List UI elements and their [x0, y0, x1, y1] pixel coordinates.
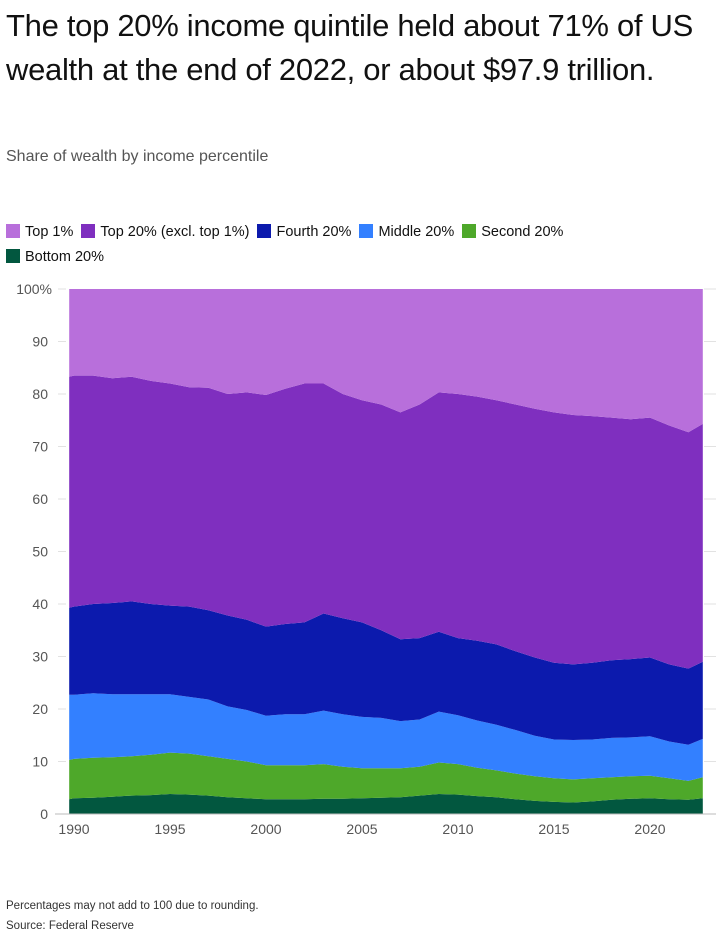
legend-label: Top 20% (excl. top 1%): [100, 224, 250, 240]
y-tick-label: 20: [32, 701, 48, 717]
area-bottom-20: [69, 794, 703, 814]
x-tick-label: 2000: [250, 821, 281, 837]
y-tick-label: 40: [32, 596, 48, 612]
legend-swatch: [81, 224, 96, 238]
stacked-area-chart: 0 10 20 30 40 50 60 70 80 90 100% 1990 1995 2000 2005 2…: [16, 281, 716, 837]
source: Source: Federal Reserve: [6, 920, 134, 932]
area-middle-20: [69, 693, 703, 781]
area-top-20-excl-top-1: [69, 375, 703, 669]
y-tick-label: 50: [32, 544, 48, 560]
legend-swatch: [6, 249, 20, 263]
legend-item: Fourth 20%: [257, 220, 351, 245]
legend-label: Middle 20%: [378, 224, 455, 240]
legend-swatch: [462, 224, 477, 238]
y-tick-label: 30: [32, 649, 48, 665]
area-top-1: [69, 289, 703, 433]
legend-swatch: [257, 224, 272, 238]
x-tick-label: 2020: [634, 821, 665, 837]
x-tick-label: 1995: [154, 821, 185, 837]
y-tick-label: 70: [32, 439, 48, 455]
footnote: Percentages may not add to 100 due to ro…: [6, 900, 259, 912]
legend-item: Second 20%: [462, 220, 563, 245]
legend: Top 1% Top 20% (excl. top 1%) Fourth 20% Mi…: [6, 220, 646, 270]
legend-item: Top 1%: [6, 220, 73, 245]
y-tick-label: 0: [40, 806, 48, 822]
x-tick-label: 2015: [538, 821, 569, 837]
y-tick-label: 60: [32, 491, 48, 507]
y-tick-label: 10: [32, 754, 48, 770]
y-tick-label: 90: [32, 334, 48, 350]
area-fourth-20: [69, 601, 703, 745]
legend-item: Top 20% (excl. top 1%): [81, 220, 249, 245]
chart-subtitle: Share of wealth by income percentile: [6, 148, 269, 165]
legend-label: Bottom 20%: [25, 249, 104, 265]
legend-label: Fourth 20%: [276, 224, 352, 240]
x-tick-label: 2010: [442, 821, 473, 837]
y-tick-label: 100%: [16, 281, 52, 297]
x-tick-label: 2005: [346, 821, 377, 837]
legend-swatch: [6, 224, 20, 238]
legend-item: Middle 20%: [359, 220, 454, 245]
area-second-20: [69, 752, 703, 803]
legend-label: Top 1%: [25, 224, 74, 240]
y-tick-label: 80: [32, 386, 48, 402]
chart-title: The top 20% income quintile held about 7…: [6, 8, 693, 87]
legend-swatch: [359, 224, 374, 238]
legend-item: Bottom 20%: [6, 245, 104, 270]
x-tick-label: 1990: [58, 821, 89, 837]
legend-label: Second 20%: [481, 224, 564, 240]
